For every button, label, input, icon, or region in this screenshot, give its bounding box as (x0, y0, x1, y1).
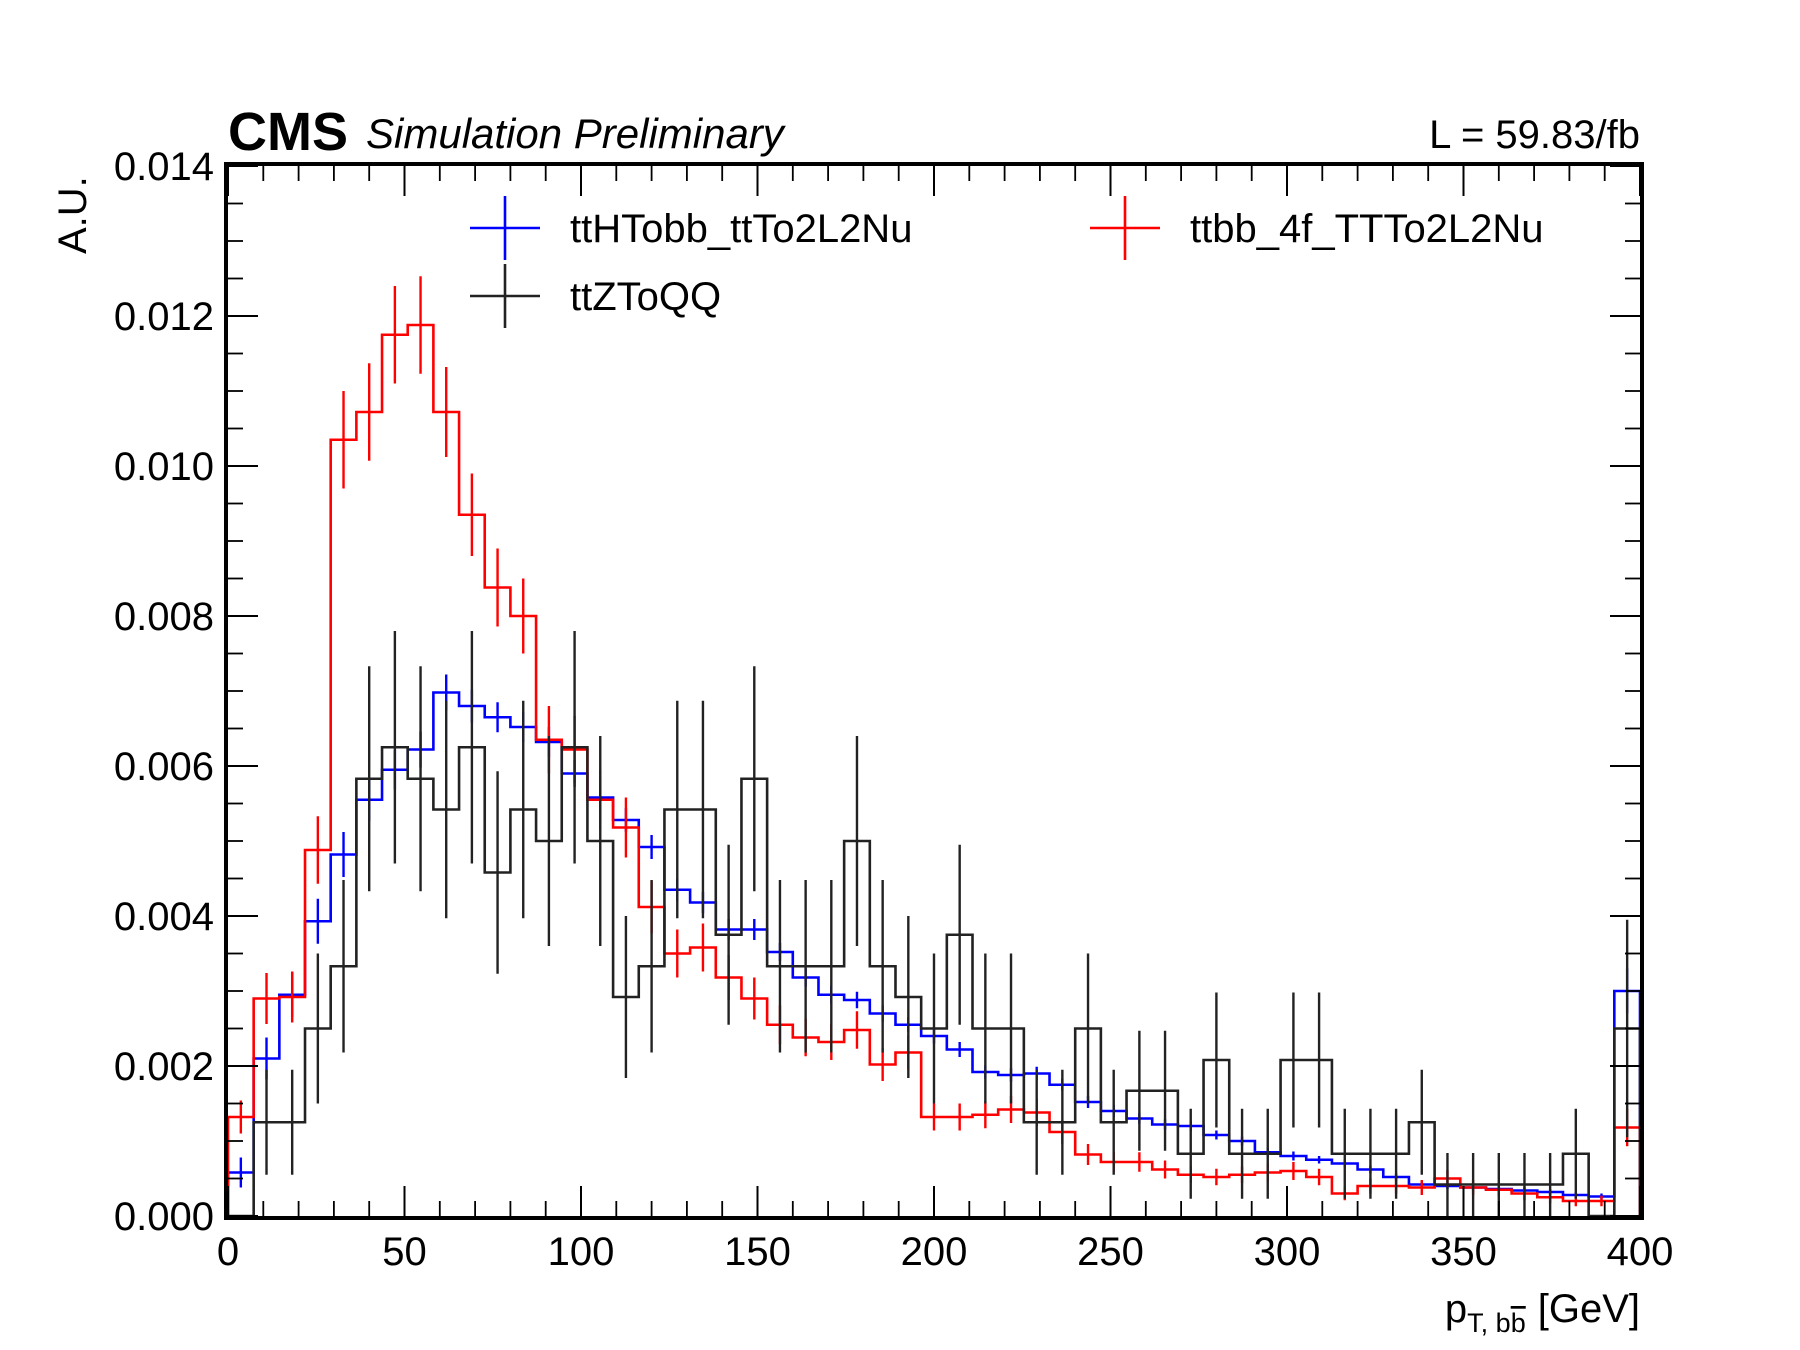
legend-entry: ttHTobb_ttTo2L2Nu (470, 196, 912, 260)
y-tick-label: 0.006 (114, 745, 214, 789)
legend-label: ttbb_4f_TTTo2L2Nu (1190, 207, 1544, 251)
x-tick-label: 100 (548, 1230, 615, 1274)
status-label: Simulation Preliminary (366, 110, 787, 157)
series-line (226, 691, 1642, 1216)
series-0 (226, 674, 1642, 1216)
legend-entry: ttZToQQ (470, 264, 721, 328)
series-2 (228, 631, 1642, 1218)
y-axis-title: A.U. (51, 176, 95, 254)
x-tick-label: 250 (1077, 1230, 1144, 1274)
x-tick-label: 400 (1607, 1230, 1674, 1274)
y-tick-label: 0.000 (114, 1195, 214, 1239)
luminosity-label: L = 59.83/fb (1429, 113, 1640, 157)
series-layer (226, 276, 1642, 1218)
legend-label: ttHTobb_ttTo2L2Nu (570, 207, 912, 251)
x-axis-title-unit: [GeV] (1538, 1287, 1640, 1331)
x-axis-title-sub: T, b (1467, 1308, 1511, 1338)
x-axis-title: pT, bb [GeV] (1445, 1287, 1640, 1338)
legend-entry: ttbb_4f_TTTo2L2Nu (1090, 196, 1544, 260)
x-tick-label: 0 (217, 1230, 239, 1274)
y-tick-label: 0.008 (114, 595, 214, 639)
svg-text:pT, bb[GeV]: pT, bb [GeV] (1445, 1287, 1640, 1338)
x-tick-label: 200 (901, 1230, 968, 1274)
plot-frame (224, 162, 1644, 1220)
x-tick-label: 350 (1430, 1230, 1497, 1274)
tick-layer: 0 50 100 150 200 250 300 350 400 0.000 0.002 0.004 0… (114, 145, 1673, 1274)
legend: ttHTobb_ttTo2L2Nu ttbb_4f_TTTo2L2Nu ttZToQ… (470, 196, 1544, 328)
y-tick-label: 0.012 (114, 295, 214, 339)
y-tick-label: 0.002 (114, 1045, 214, 1089)
x-tick-label: 300 (1254, 1230, 1321, 1274)
y-tick-label: 0.004 (114, 895, 214, 939)
legend-label: ttZToQQ (570, 275, 721, 319)
x-tick-label: 150 (724, 1230, 791, 1274)
y-tick-label: 0.010 (114, 445, 214, 489)
x-axis-title-sub-bar: b (1511, 1308, 1526, 1338)
x-axis-title-main: p (1445, 1287, 1467, 1331)
x-tick-label: 50 (382, 1230, 427, 1274)
experiment-label: CMS (228, 102, 348, 162)
y-tick-label: 0.014 (114, 145, 214, 189)
series-line (228, 745, 1642, 1218)
